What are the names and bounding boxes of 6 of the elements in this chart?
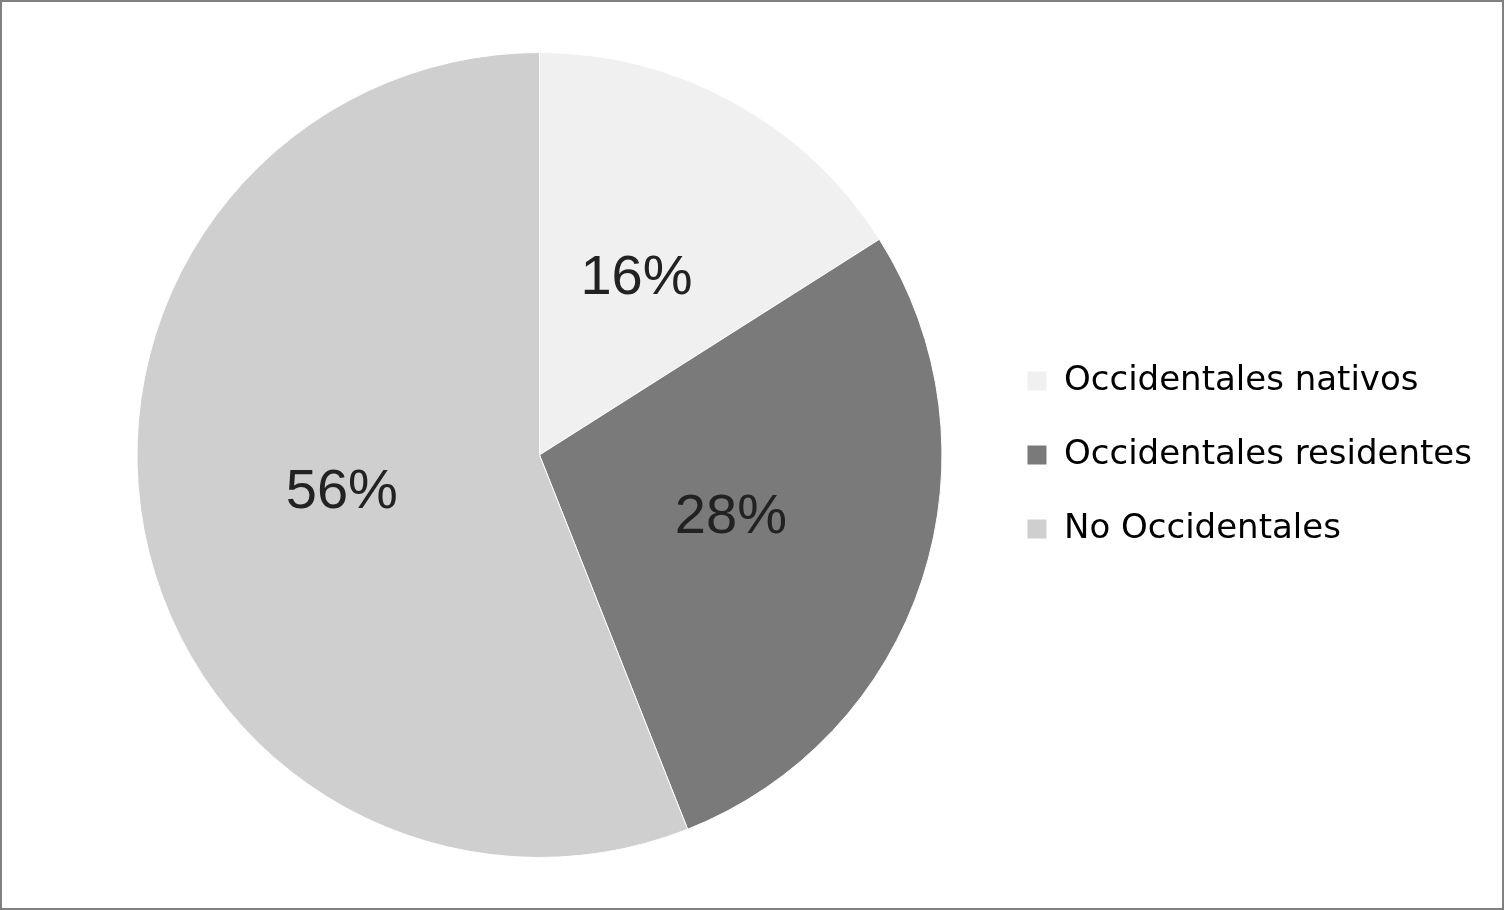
data-label: 56% [285,457,398,521]
data-label: 16% [580,243,693,307]
data-label: 28% [674,481,787,545]
legend-label: Occidentales residentes [1063,431,1473,472]
legend-label: Occidentales nativos [1063,357,1419,398]
legend-label: No Occidentales [1063,505,1341,546]
